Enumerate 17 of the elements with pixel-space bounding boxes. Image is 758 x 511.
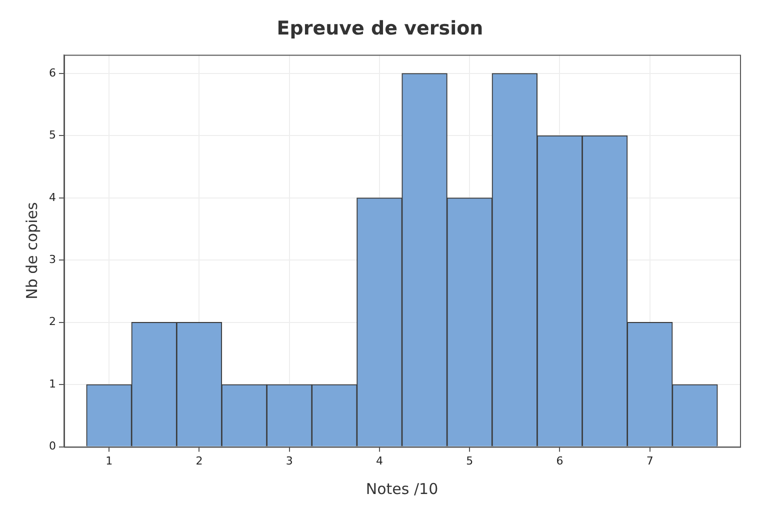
x-tick-label: 6 xyxy=(556,454,564,468)
y-tick-label: 6 xyxy=(49,66,56,80)
y-tick-label: 3 xyxy=(49,252,56,266)
x-axis-title: Notes /10 xyxy=(366,480,438,498)
x-tick-label: 3 xyxy=(286,454,293,468)
y-tick-label: 4 xyxy=(49,190,56,204)
x-tick-label: 4 xyxy=(376,454,383,468)
x-tick-label: 2 xyxy=(196,454,203,468)
y-tick-label: 1 xyxy=(49,377,56,390)
chart-title: Epreuve de version xyxy=(276,17,484,40)
x-tick-label: 7 xyxy=(646,454,654,468)
y-tick-label: 2 xyxy=(49,315,56,328)
y-tick-label: 0 xyxy=(49,440,56,453)
x-tick-label: 5 xyxy=(466,454,474,468)
y-tick-label: 5 xyxy=(49,128,56,142)
x-tick-label: 1 xyxy=(106,454,113,468)
y-axis-title: Nb de copies xyxy=(22,202,41,300)
